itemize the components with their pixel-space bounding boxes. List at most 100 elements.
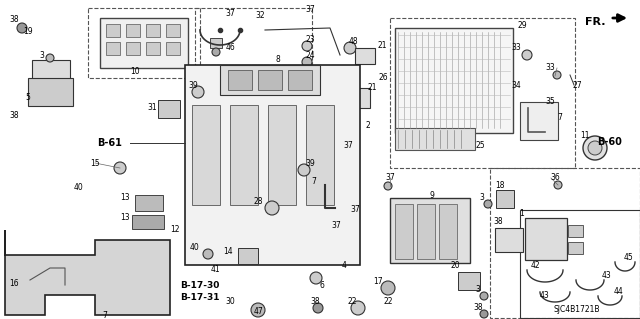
Text: B-17-30: B-17-30 [180,280,220,290]
Circle shape [313,303,323,313]
Circle shape [17,23,27,33]
Text: 33: 33 [511,43,521,53]
Text: 5: 5 [26,93,31,102]
Bar [258,70,282,90]
Bar [525,218,567,260]
Bar [32,60,70,92]
Text: 45: 45 [623,254,633,263]
Bar [417,204,435,259]
Bar [146,24,160,37]
Text: SJC4B1721B: SJC4B1721B [554,306,600,315]
Text: 37: 37 [225,10,235,19]
Text: 44: 44 [613,287,623,296]
Bar [520,210,640,318]
Text: 46: 46 [225,43,235,53]
Text: 16: 16 [9,278,19,287]
Text: 7: 7 [557,114,563,122]
Text: 42: 42 [530,261,540,270]
Polygon shape [5,230,170,315]
Circle shape [114,162,126,174]
Text: 17: 17 [373,278,383,286]
Text: 30: 30 [225,298,235,307]
Bar [568,225,583,237]
Bar [496,190,514,208]
Text: 38: 38 [493,218,503,226]
Bar [210,38,222,48]
Text: 40: 40 [73,183,83,192]
Text: 22: 22 [348,298,356,307]
Circle shape [265,201,279,215]
Bar [495,228,523,252]
Bar [238,248,258,264]
Circle shape [203,249,213,259]
Text: 2: 2 [365,121,371,130]
Text: 4: 4 [342,261,346,270]
Bar [106,24,120,37]
Text: 41: 41 [210,265,220,275]
Text: 37: 37 [305,5,315,14]
Text: 25: 25 [475,140,485,150]
Text: 48: 48 [348,38,358,47]
Text: 15: 15 [90,159,100,167]
Text: 21: 21 [377,41,387,49]
Bar [28,78,73,106]
Circle shape [583,136,607,160]
Bar [268,105,296,205]
Text: 21: 21 [367,84,377,93]
Bar [568,242,583,254]
Text: 37: 37 [385,174,395,182]
Bar [158,100,180,118]
Text: 37: 37 [331,220,341,229]
Bar [390,18,575,168]
Text: 36: 36 [550,174,560,182]
Bar [230,105,258,205]
Bar [520,102,558,140]
Bar [126,42,140,55]
Bar [192,105,220,205]
Text: 3: 3 [479,194,484,203]
Text: 39: 39 [188,80,198,90]
Text: 18: 18 [495,181,505,189]
Bar [288,70,312,90]
Bar [458,272,480,290]
Circle shape [46,54,54,62]
Text: 33: 33 [545,63,555,72]
Text: 26: 26 [378,73,388,83]
Circle shape [212,48,220,56]
Circle shape [298,164,310,176]
Bar [185,65,360,265]
Text: 43: 43 [601,271,611,280]
Circle shape [588,141,602,155]
Circle shape [480,310,488,318]
Text: FR.: FR. [584,17,605,27]
Text: 6: 6 [319,280,324,290]
Text: 37: 37 [350,205,360,214]
Text: 31: 31 [147,103,157,113]
Bar [395,28,513,133]
Text: 7: 7 [312,177,316,187]
Circle shape [480,292,488,300]
Text: 43: 43 [540,291,550,300]
Circle shape [522,50,532,60]
Text: 3: 3 [476,286,481,294]
Bar [228,70,252,90]
Circle shape [351,301,365,315]
Text: 32: 32 [255,11,265,19]
Text: 23: 23 [305,35,315,44]
Circle shape [192,86,204,98]
Circle shape [484,200,492,208]
Text: 27: 27 [572,80,582,90]
Circle shape [384,182,392,190]
Text: B-61: B-61 [97,138,122,148]
Text: 12: 12 [170,226,180,234]
Bar [126,24,140,37]
Text: 10: 10 [130,68,140,77]
Text: 11: 11 [580,130,589,139]
Text: B-17-31: B-17-31 [180,293,220,302]
Bar [395,204,413,259]
Circle shape [302,57,312,67]
Text: 38: 38 [9,110,19,120]
Text: 47: 47 [253,308,263,316]
Bar [106,42,120,55]
Circle shape [381,281,395,295]
